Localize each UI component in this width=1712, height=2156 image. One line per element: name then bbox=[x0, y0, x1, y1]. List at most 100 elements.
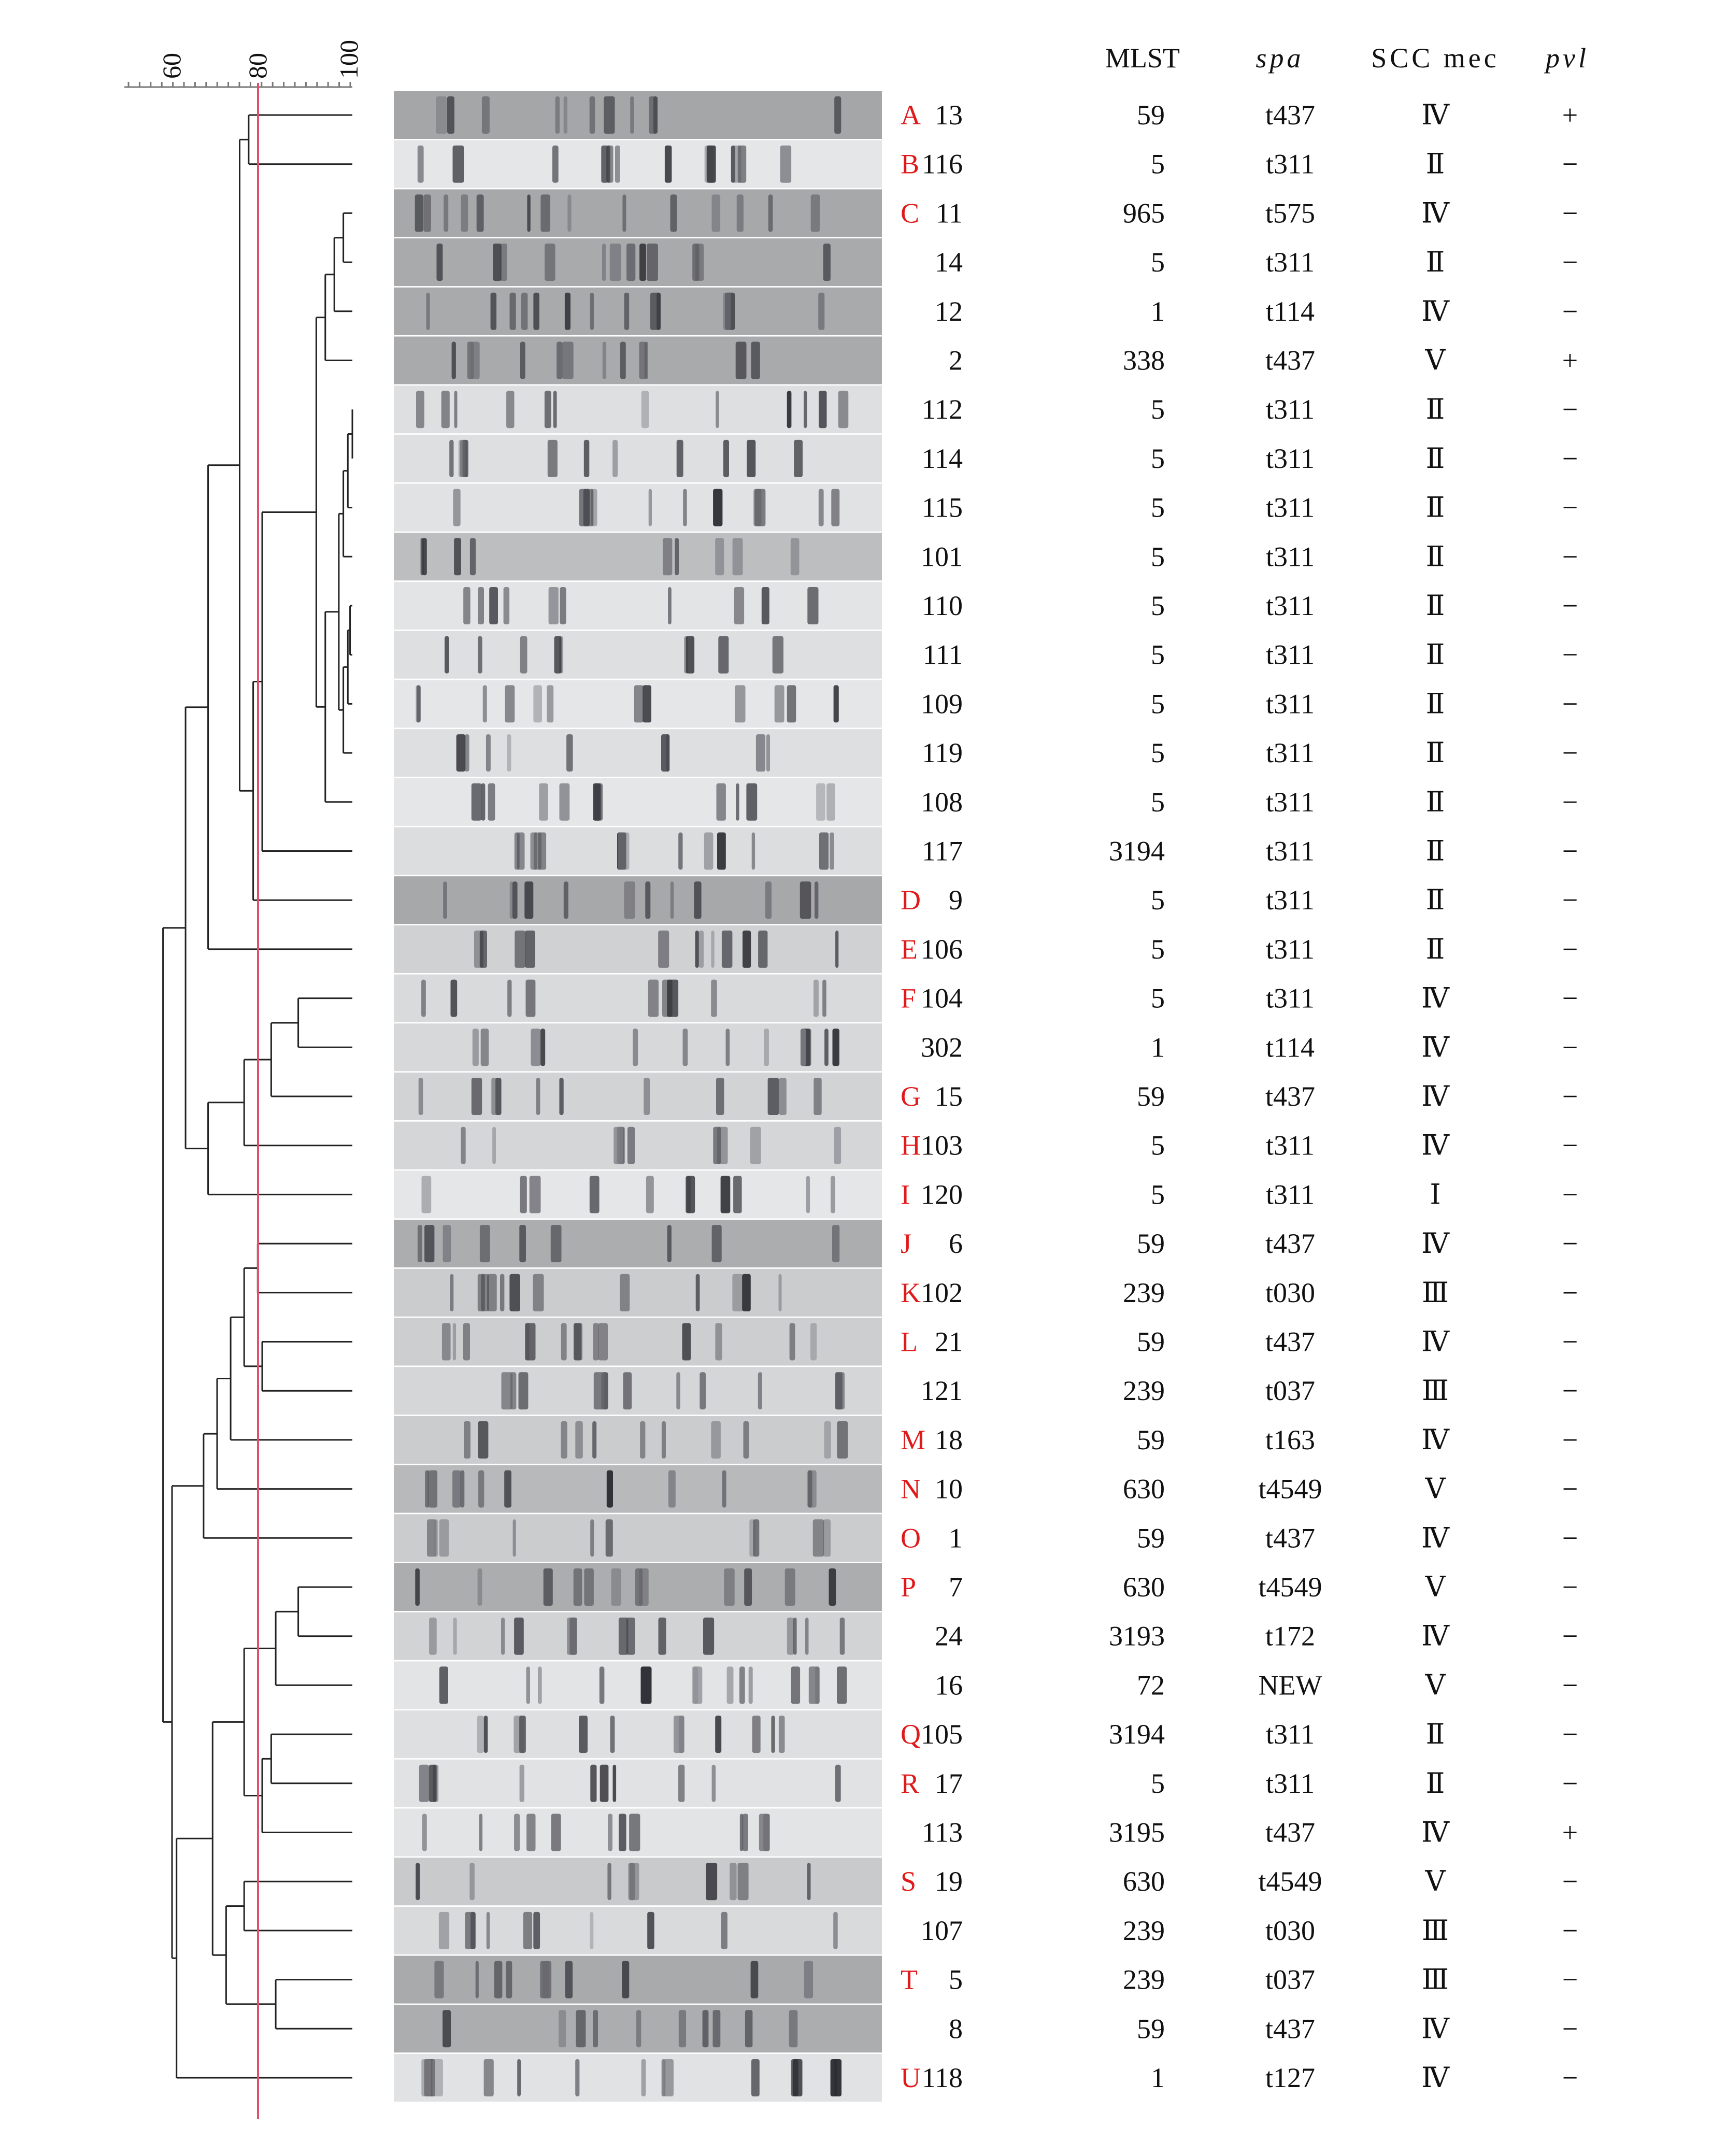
gel-band bbox=[751, 2059, 760, 2096]
gel-lane-background bbox=[394, 631, 882, 679]
gel-band bbox=[602, 341, 607, 379]
gel-band bbox=[619, 1814, 626, 1851]
gel-band bbox=[698, 930, 704, 968]
mlst-value: 3194 bbox=[1109, 836, 1165, 867]
gel-band bbox=[479, 1814, 483, 1851]
gel-band bbox=[810, 1323, 817, 1361]
gel-band bbox=[415, 1568, 420, 1606]
gel-band bbox=[641, 2059, 646, 2096]
pvl-status: − bbox=[1562, 787, 1578, 818]
column-headers: MLST spa SCC mec pvl bbox=[1105, 42, 1586, 74]
gel-band bbox=[646, 1176, 654, 1213]
gel-band bbox=[667, 1225, 672, 1263]
gel-band bbox=[444, 194, 449, 232]
gel-band bbox=[482, 685, 487, 723]
gel-band bbox=[555, 96, 560, 134]
sccmec-type: Ⅱ bbox=[1426, 394, 1445, 425]
isolate-id: 6 bbox=[949, 1228, 963, 1259]
gel-band bbox=[703, 1617, 715, 1655]
gel-band bbox=[807, 1863, 811, 1901]
gel-band bbox=[427, 1470, 438, 1508]
gel-band bbox=[436, 96, 447, 134]
gel-band bbox=[539, 783, 548, 821]
isolate-id: 17 bbox=[935, 1768, 963, 1799]
isolate-id: 19 bbox=[935, 1866, 963, 1897]
gel-band bbox=[443, 1225, 451, 1263]
gel-band bbox=[787, 685, 796, 723]
gel-band bbox=[533, 1911, 540, 1949]
mlst-value: 239 bbox=[1123, 1964, 1165, 1995]
gel-band bbox=[599, 1666, 605, 1704]
gel-band bbox=[622, 194, 626, 232]
sccmec-type: Ⅱ bbox=[1426, 590, 1445, 621]
gel-band bbox=[804, 391, 807, 429]
mlst-value: 5 bbox=[1151, 394, 1165, 425]
gel-band bbox=[746, 783, 758, 821]
gel-lane bbox=[394, 336, 882, 384]
isolate-id: 1 bbox=[949, 1522, 963, 1553]
spa-type: t311 bbox=[1266, 787, 1315, 818]
gel-band bbox=[593, 1372, 605, 1410]
spa-type: t311 bbox=[1266, 492, 1315, 523]
gel-band bbox=[427, 1519, 436, 1557]
gel-band bbox=[593, 2010, 598, 2048]
mlst-value: 630 bbox=[1123, 1866, 1165, 1897]
gel-band bbox=[450, 1274, 454, 1311]
pvl-status: − bbox=[1562, 1375, 1578, 1406]
sccmec-type: Ⅱ bbox=[1426, 492, 1445, 523]
gel-band bbox=[562, 341, 574, 379]
gel-band bbox=[718, 636, 729, 674]
gel-lane bbox=[394, 1073, 882, 1120]
gel-band bbox=[711, 930, 715, 968]
gel-band bbox=[668, 1470, 676, 1508]
gel-band bbox=[605, 1519, 613, 1557]
isolate-id: 5 bbox=[949, 1964, 963, 1995]
gel-band bbox=[520, 341, 525, 379]
gel-band bbox=[823, 1519, 831, 1557]
pvl-status: − bbox=[1562, 197, 1578, 229]
table-row: 101 5 t311 Ⅱ − bbox=[921, 541, 1578, 572]
gel-band bbox=[536, 1078, 540, 1115]
cluster-letter: D bbox=[901, 884, 921, 916]
gel-band bbox=[514, 1617, 524, 1655]
gel-band bbox=[713, 489, 723, 526]
gel-band bbox=[544, 391, 551, 429]
table-row: 121 239 t037 Ⅲ − bbox=[921, 1375, 1578, 1406]
cluster-letter: Q bbox=[901, 1719, 921, 1750]
gel-band bbox=[761, 587, 769, 624]
gel-band bbox=[623, 1372, 632, 1410]
gel-band bbox=[574, 1323, 581, 1361]
gel-lane-background bbox=[394, 91, 882, 139]
gel-band bbox=[464, 1421, 470, 1459]
gel-band bbox=[628, 244, 635, 281]
gel-band bbox=[724, 1568, 735, 1606]
gel-band bbox=[429, 1617, 437, 1655]
gel-band bbox=[647, 244, 658, 281]
pvl-status: − bbox=[1562, 1130, 1578, 1161]
gel-band bbox=[834, 1126, 841, 1164]
gel-band bbox=[822, 979, 826, 1017]
gel-band bbox=[540, 1029, 546, 1066]
pvl-status: − bbox=[1562, 1277, 1578, 1308]
mlst-value: 59 bbox=[1137, 1522, 1165, 1553]
mlst-value: 965 bbox=[1123, 197, 1165, 229]
gel-band bbox=[441, 391, 450, 429]
gel-band bbox=[469, 1863, 475, 1901]
gel-band bbox=[521, 292, 528, 330]
table-row: A 13 59 t437 Ⅳ + bbox=[901, 99, 1578, 131]
gel-band bbox=[712, 2010, 721, 2048]
mlst-value: 5 bbox=[1151, 1768, 1165, 1799]
gel-band bbox=[695, 1274, 700, 1311]
gel-lane-background bbox=[394, 385, 882, 434]
pvl-status: − bbox=[1562, 639, 1578, 670]
sccmec-type: Ⅱ bbox=[1426, 934, 1445, 965]
table-row: 109 5 t311 Ⅱ − bbox=[921, 688, 1578, 719]
gel-band bbox=[557, 341, 563, 379]
gel-band bbox=[450, 979, 458, 1017]
isolate-id: 110 bbox=[922, 590, 963, 621]
gel-band bbox=[779, 1078, 787, 1115]
pvl-status: − bbox=[1562, 2062, 1578, 2093]
sccmec-type: Ⅳ bbox=[1421, 1522, 1450, 1553]
gel-band bbox=[479, 930, 487, 968]
gel-band bbox=[559, 1078, 564, 1115]
